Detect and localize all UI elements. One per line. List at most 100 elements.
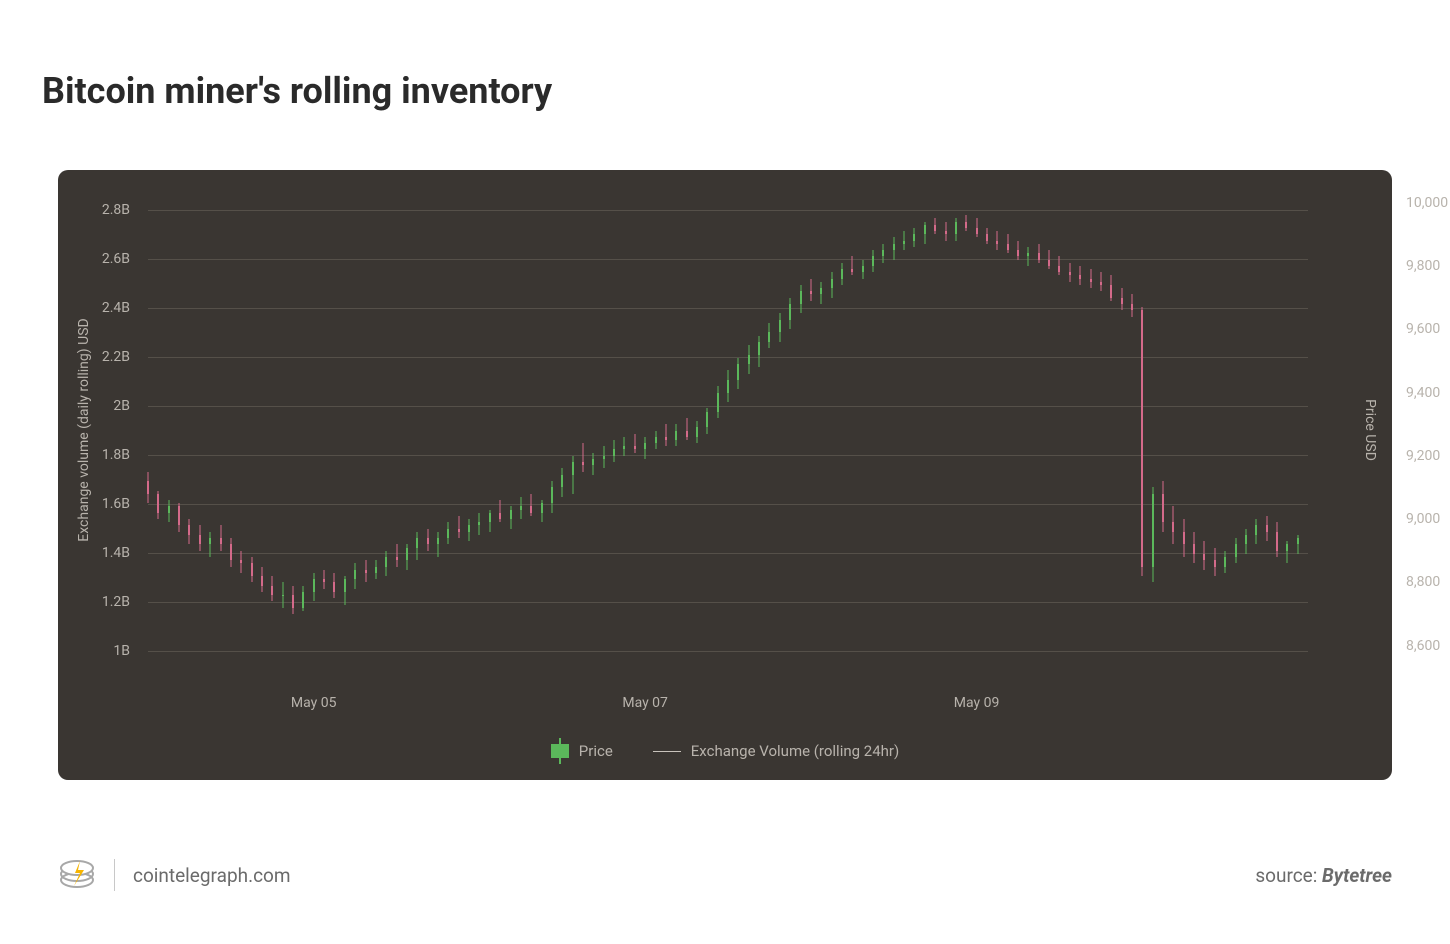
x-tick-label: May 07	[622, 695, 668, 711]
candle-body	[240, 560, 242, 563]
candle-body	[841, 269, 843, 278]
candle-body	[1027, 253, 1029, 256]
candle-body	[1121, 298, 1123, 304]
y-right-tick-label: 8,800	[1406, 574, 1450, 590]
candle-wick	[458, 516, 459, 538]
candle-body	[851, 269, 853, 272]
candle-body	[634, 446, 636, 449]
candle-body	[1297, 538, 1299, 544]
footer-source: source: Bytetree	[1255, 864, 1392, 887]
y-left-tick-label: 2.8B	[70, 202, 130, 218]
y-right-tick-label: 8,600	[1406, 638, 1450, 654]
candle-body	[831, 279, 833, 288]
candle-body	[199, 535, 201, 544]
candle-body	[924, 225, 926, 234]
candle-body	[157, 494, 159, 513]
candle-body	[147, 481, 149, 494]
y-right-axis-title: Price USD	[1362, 399, 1378, 461]
legend-volume-label: Exchange Volume (rolling 24hr)	[691, 742, 899, 760]
y-right-tick-label: 10,000	[1406, 195, 1450, 211]
candle-body	[1214, 560, 1216, 566]
candle-body	[913, 234, 915, 240]
candle-body	[520, 506, 522, 509]
candle-body	[1193, 544, 1195, 553]
y-left-tick-label: 2.6B	[70, 251, 130, 267]
candle-body	[333, 582, 335, 591]
candle-wick	[396, 544, 397, 566]
gridline	[148, 259, 1308, 260]
candle-body	[1069, 272, 1071, 275]
candle-body	[996, 241, 998, 244]
candle-body	[1038, 253, 1040, 259]
candle-body	[396, 557, 398, 560]
candle-body	[789, 304, 791, 320]
candle-body	[271, 586, 273, 595]
candle-body	[437, 538, 439, 544]
candle-body	[292, 595, 294, 608]
candle-body	[1203, 554, 1205, 560]
candle-body	[1266, 525, 1268, 531]
candle-body	[489, 513, 491, 522]
candle-body	[1141, 310, 1143, 566]
footer: cointelegraph.com source: Bytetree	[58, 856, 1392, 894]
candle-body	[1152, 494, 1154, 567]
candle-body	[1079, 275, 1081, 278]
candle-icon	[551, 744, 569, 758]
candle-body	[1255, 525, 1257, 534]
chart-legend: Price Exchange Volume (rolling 24hr)	[58, 742, 1392, 760]
candle-body	[251, 563, 253, 576]
candle-body	[302, 592, 304, 608]
line-icon	[653, 751, 681, 752]
coin-icon	[58, 856, 96, 894]
candle-body	[220, 538, 222, 544]
candle-body	[862, 266, 864, 272]
y-left-tick-label: 1B	[70, 643, 130, 659]
y-left-tick-label: 1.6B	[70, 496, 130, 512]
candle-body	[499, 513, 501, 519]
candle-body	[986, 234, 988, 240]
candle-body	[592, 459, 594, 465]
x-tick-label: May 05	[291, 695, 337, 711]
candle-body	[168, 506, 170, 512]
candle-body	[1224, 557, 1226, 566]
candle-wick	[210, 532, 211, 557]
candle-body	[1017, 250, 1019, 256]
candle-body	[706, 412, 708, 428]
candle-wick	[583, 443, 584, 471]
candle-body	[1235, 544, 1237, 557]
candle-body	[1007, 244, 1009, 250]
candle-body	[1100, 282, 1102, 285]
chart-panel: Exchange volume (daily rolling) USD Pric…	[58, 170, 1392, 780]
candle-body	[976, 228, 978, 234]
legend-item-price: Price	[551, 742, 613, 760]
candle-body	[768, 332, 770, 341]
candle-body	[686, 431, 688, 437]
candle-body	[406, 548, 408, 561]
candle-body	[882, 250, 884, 256]
candle-wick	[665, 424, 666, 446]
candle-body	[385, 557, 387, 566]
candle-body	[354, 570, 356, 579]
candle-body	[416, 538, 418, 547]
candle-body	[748, 355, 750, 364]
candle-body	[903, 241, 905, 244]
candle-body	[1245, 535, 1247, 544]
candle-body	[934, 225, 936, 231]
gridline	[148, 406, 1308, 407]
candle-wick	[810, 279, 811, 301]
candle-body	[955, 222, 957, 235]
legend-price-label: Price	[579, 742, 613, 760]
candle-wick	[438, 532, 439, 557]
chart-title: Bitcoin miner's rolling inventory	[42, 70, 552, 112]
candle-body	[1286, 544, 1288, 550]
legend-item-volume: Exchange Volume (rolling 24hr)	[653, 742, 899, 760]
candle-body	[582, 462, 584, 465]
y-right-tick-label: 9,000	[1406, 511, 1450, 527]
candle-body	[1183, 532, 1185, 545]
candle-body	[1110, 285, 1112, 298]
candle-body	[655, 437, 657, 443]
divider	[114, 859, 115, 891]
gridline	[148, 553, 1308, 554]
candle-body	[572, 462, 574, 475]
candle-body	[313, 579, 315, 592]
